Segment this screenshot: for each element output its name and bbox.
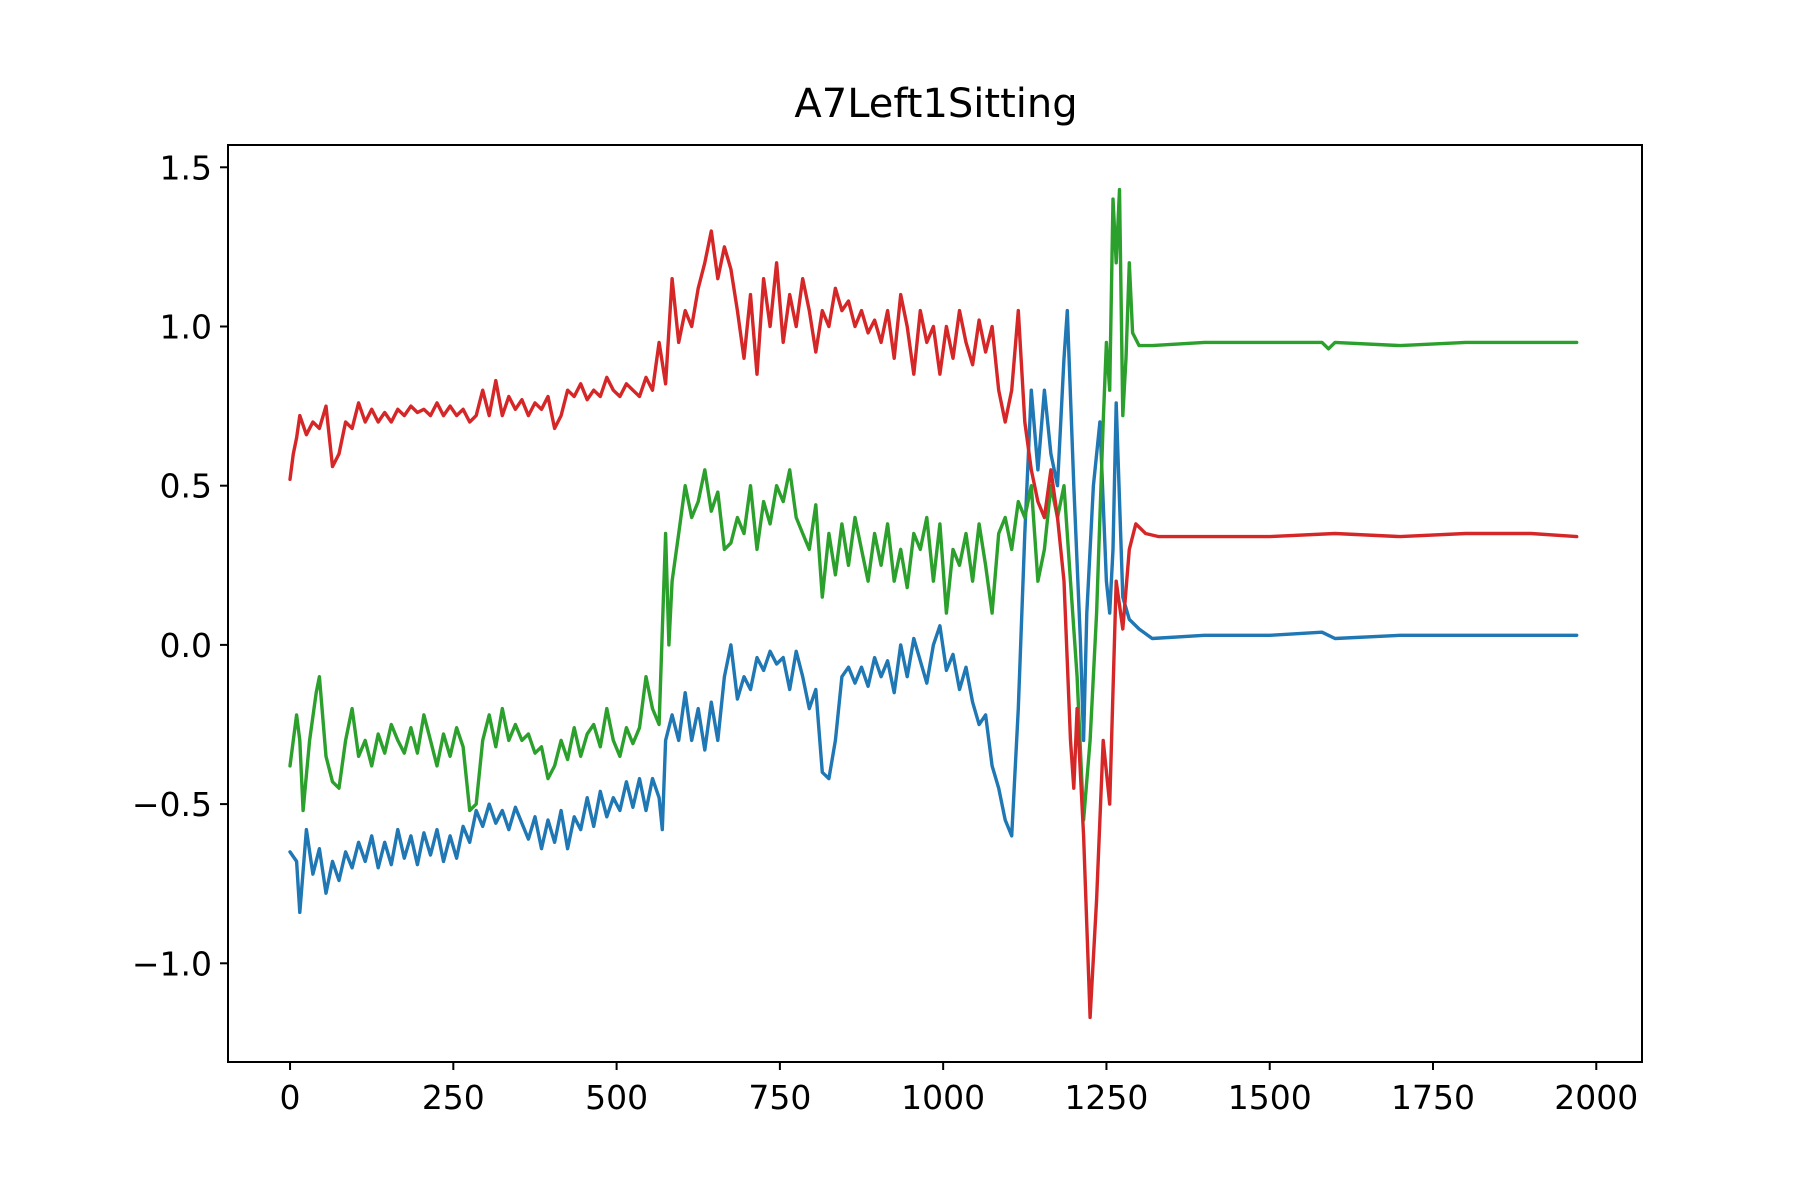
x-tick-label: 500 bbox=[585, 1078, 648, 1117]
x-tick-label: 250 bbox=[422, 1078, 485, 1117]
series-line-3 bbox=[288, 229, 1579, 1020]
plot-area-frame bbox=[227, 144, 1643, 1063]
y-axis: −1.0 −0.5 0.0 0.5 1.0 1.5 bbox=[132, 148, 228, 983]
series-layer bbox=[288, 187, 1579, 1020]
x-tick-label: 2000 bbox=[1554, 1078, 1638, 1117]
y-tick-label: 0.0 bbox=[160, 626, 212, 665]
series-line-2 bbox=[288, 187, 1579, 822]
x-tick-label: 1000 bbox=[901, 1078, 985, 1117]
x-axis: 0 250 500 750 1000 1250 1500 1750 2000 bbox=[280, 1062, 1638, 1117]
x-tick-label: 1250 bbox=[1064, 1078, 1148, 1117]
series-line-1 bbox=[288, 308, 1579, 915]
x-tick-label: 750 bbox=[748, 1078, 811, 1117]
chart-title: A7Left1Sitting bbox=[794, 81, 1077, 127]
x-tick-label: 1500 bbox=[1228, 1078, 1312, 1117]
y-tick-label: −1.0 bbox=[132, 944, 212, 983]
y-tick-label: −0.5 bbox=[132, 785, 212, 824]
x-tick-label: 1750 bbox=[1391, 1078, 1475, 1117]
y-tick-label: 1.5 bbox=[160, 148, 212, 187]
x-tick-label: 0 bbox=[280, 1078, 301, 1117]
y-tick-label: 1.0 bbox=[160, 307, 212, 346]
y-tick-label: 0.5 bbox=[160, 467, 212, 506]
